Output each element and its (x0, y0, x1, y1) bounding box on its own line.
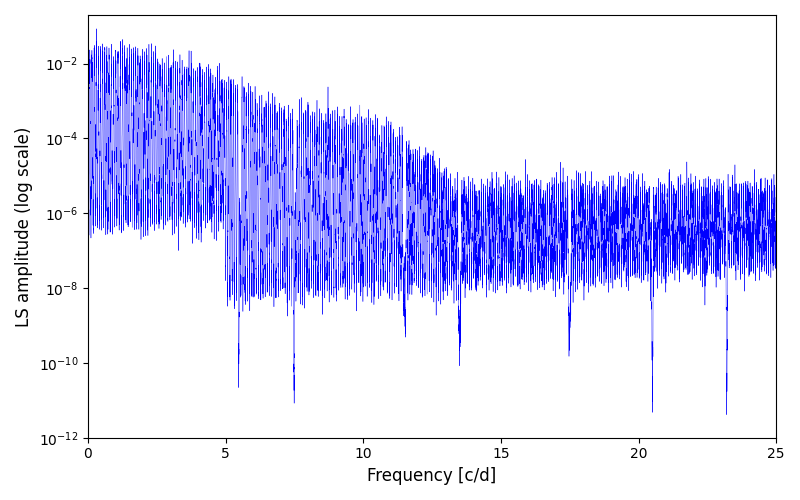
X-axis label: Frequency [c/d]: Frequency [c/d] (367, 467, 497, 485)
Y-axis label: LS amplitude (log scale): LS amplitude (log scale) (15, 126, 33, 326)
